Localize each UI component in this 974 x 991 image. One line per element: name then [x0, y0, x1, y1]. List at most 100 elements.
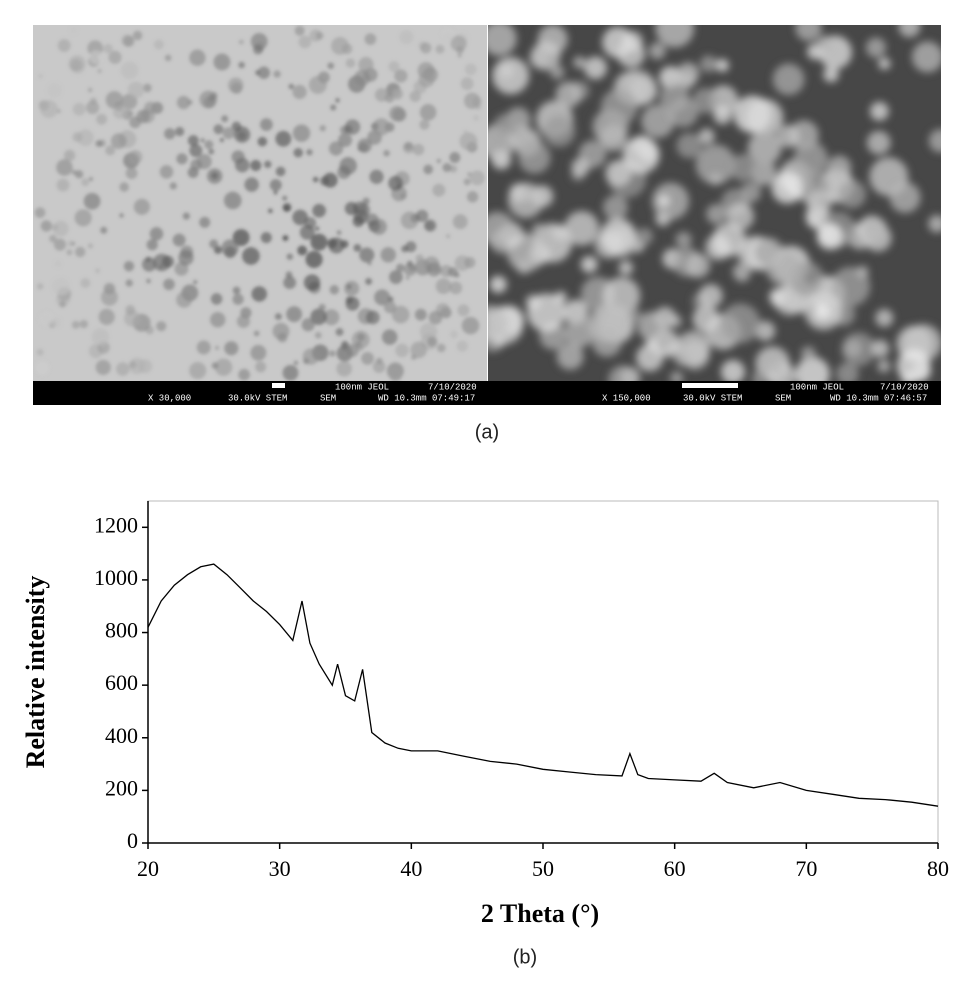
particle: [394, 69, 408, 83]
particle: [461, 316, 480, 335]
particle: [622, 136, 660, 174]
particle: [670, 371, 684, 381]
particle: [619, 366, 641, 381]
particle: [755, 320, 776, 341]
particle: [315, 226, 320, 231]
particle: [200, 138, 205, 143]
particle: [415, 209, 429, 223]
x-tick-label: 50: [532, 856, 554, 881]
particle: [199, 90, 218, 109]
particle: [466, 191, 479, 203]
particle: [213, 124, 224, 135]
particle: [164, 54, 172, 62]
particle: [381, 329, 398, 345]
particle: [251, 286, 267, 302]
particle: [232, 293, 244, 305]
particle: [827, 155, 852, 180]
mode: SEM: [775, 393, 791, 403]
particle: [747, 130, 782, 166]
particle: [405, 275, 410, 280]
particle: [176, 153, 188, 165]
particle: [219, 138, 224, 143]
particle: [231, 150, 245, 164]
particle: [71, 320, 80, 329]
particle: [871, 339, 890, 358]
particle: [652, 182, 690, 220]
particle: [507, 182, 544, 219]
particle: [327, 62, 335, 70]
particle: [419, 119, 430, 130]
particle: [282, 195, 288, 201]
particle: [365, 310, 380, 325]
particle: [571, 158, 590, 177]
particle: [292, 209, 308, 226]
particle: [176, 291, 192, 308]
particle: [223, 191, 242, 210]
particle: [402, 141, 415, 154]
particle: [299, 224, 315, 240]
particle: [224, 341, 239, 356]
particle: [370, 218, 387, 235]
particle: [395, 343, 409, 358]
magnification: X 150,000: [602, 393, 651, 403]
particle: [419, 322, 438, 341]
particle: [162, 255, 174, 268]
particle: [911, 41, 941, 73]
particle: [720, 359, 746, 381]
x-tick-label: 60: [664, 856, 686, 881]
particle: [71, 241, 76, 246]
particle: [123, 35, 135, 47]
particle: [676, 62, 700, 86]
particle: [125, 167, 138, 180]
particle: [464, 257, 476, 269]
particle: [573, 56, 586, 69]
particle: [315, 31, 324, 40]
particle: [83, 192, 101, 210]
particle: [435, 278, 452, 295]
particle: [896, 349, 931, 381]
particle: [409, 90, 421, 102]
voltage: 30.0kV STEM: [228, 393, 287, 403]
particle: [286, 306, 303, 323]
particle: [427, 336, 437, 347]
particle: [424, 220, 435, 231]
particle: [877, 359, 891, 373]
particle: [108, 50, 122, 64]
particle: [550, 64, 565, 80]
particle: [816, 35, 833, 52]
x-tick-label: 80: [927, 856, 949, 881]
particle: [401, 245, 409, 253]
particle: [310, 308, 327, 326]
particle: [87, 243, 94, 249]
y-tick-label: 200: [105, 775, 138, 800]
particle: [238, 368, 251, 381]
particle: [255, 361, 267, 373]
particle: [616, 39, 646, 68]
particle: [445, 234, 451, 239]
scale-bar: [682, 383, 738, 388]
particle: [294, 25, 305, 36]
particle: [264, 160, 272, 169]
particle: [250, 160, 262, 171]
x-axis-label: 2 Theta (°): [481, 899, 599, 928]
particle: [116, 362, 130, 376]
particle: [419, 104, 437, 121]
particle: [187, 135, 199, 147]
particle: [319, 176, 330, 186]
particle: [260, 232, 272, 244]
particle: [87, 87, 93, 93]
particle: [40, 100, 58, 118]
particle: [63, 149, 76, 162]
particle: [729, 154, 758, 182]
particle: [467, 172, 472, 177]
particle: [420, 42, 432, 54]
particle: [374, 289, 391, 306]
particle: [695, 144, 736, 185]
particle: [74, 170, 84, 179]
particle: [889, 182, 921, 213]
particle: [806, 189, 832, 215]
particle: [518, 141, 551, 174]
particle: [40, 220, 52, 232]
particle: [51, 317, 62, 328]
